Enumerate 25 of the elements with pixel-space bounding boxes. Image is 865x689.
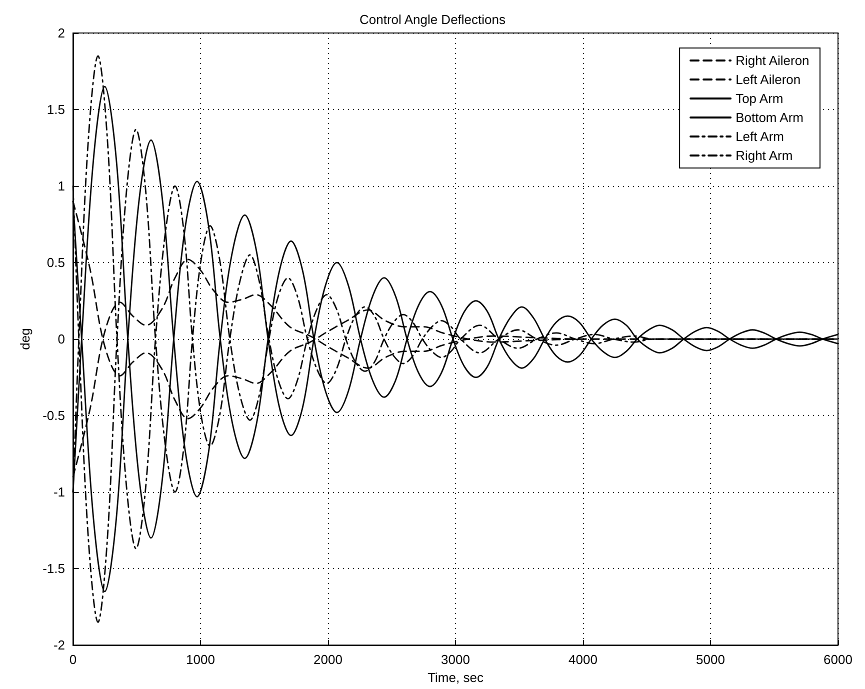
y-tick-label: 1.5 — [46, 102, 65, 118]
y-axis-title: deg — [18, 328, 33, 350]
y-tick-label: 2 — [58, 26, 65, 40]
y-tick-label: 1 — [58, 178, 65, 194]
legend-label: Bottom Arm — [736, 110, 804, 125]
x-axis-title: Time, sec — [428, 670, 484, 685]
y-tick-label: -1 — [53, 484, 65, 500]
chart-title: Control Angle Deflections — [360, 12, 506, 27]
x-tick-label: 2000 — [314, 652, 342, 668]
x-tick-label: 0 — [69, 652, 77, 668]
x-tick-label: 1000 — [186, 652, 215, 668]
legend-label: Right Arm — [736, 148, 793, 163]
y-tick-label: -0.5 — [42, 408, 65, 424]
legend-label: Top Arm — [736, 91, 784, 106]
legend-label: Left Aileron — [736, 72, 801, 87]
x-tick-label: 4000 — [568, 652, 598, 668]
legend-label: Left Arm — [736, 129, 784, 144]
y-tick-label: 0.5 — [46, 255, 65, 270]
y-tick-label: -1.5 — [42, 561, 65, 576]
y-tick-label: -2 — [53, 638, 65, 653]
x-tick-label: 3000 — [441, 652, 470, 668]
y-tick-label: 0 — [58, 332, 65, 347]
x-tick-label: 6000 — [824, 652, 852, 668]
legend-label: Right Aileron — [736, 53, 810, 68]
x-tick-label: 5000 — [696, 652, 725, 668]
